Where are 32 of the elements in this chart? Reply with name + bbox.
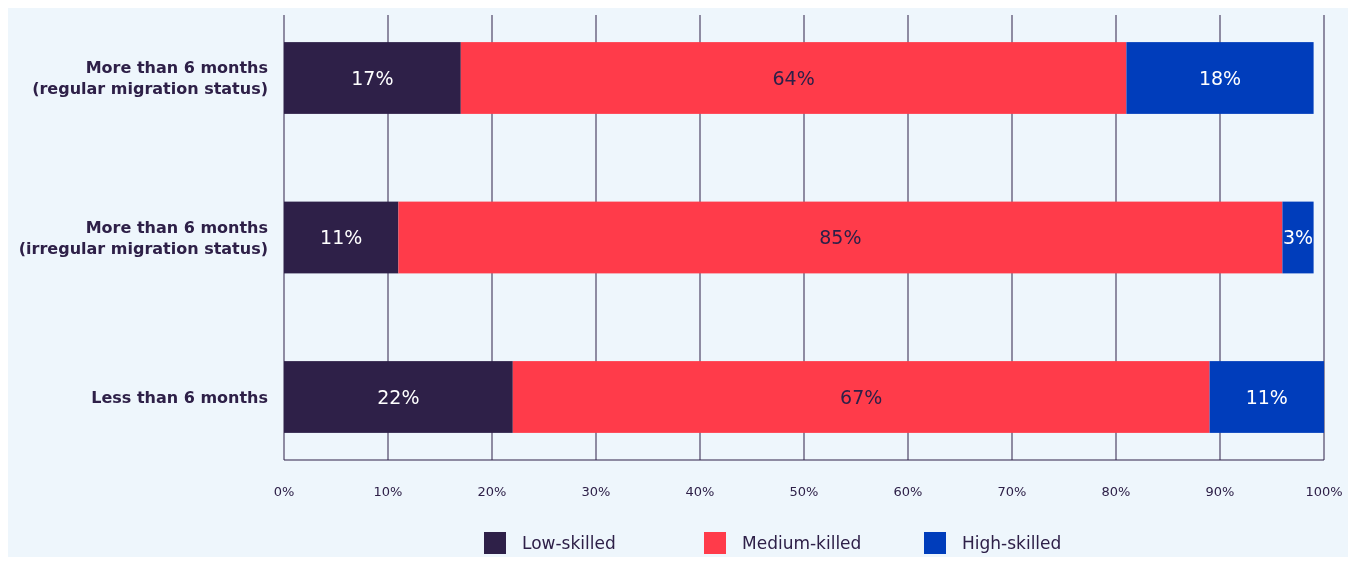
data-label: 85%	[819, 226, 862, 249]
bar	[1126, 42, 1314, 114]
x-tick-label: 100%	[1305, 484, 1343, 499]
x-tick-label: 30%	[581, 484, 611, 499]
data-label: 11%	[1245, 385, 1288, 408]
x-tick-label: 60%	[893, 484, 923, 499]
x-tick-label: 50%	[789, 484, 819, 499]
x-tick-label: 70%	[997, 484, 1027, 499]
y-tick-label: Less than 6 months	[91, 387, 268, 407]
data-label: 22%	[377, 385, 420, 408]
x-tick-label: 40%	[685, 484, 715, 499]
y-tick-label: More than 6 months (regular migration status)	[32, 58, 268, 99]
x-tick-label: 0%	[273, 484, 295, 499]
legend-label: Low-skilled	[522, 532, 616, 553]
legend-label: Medium-killed	[742, 532, 862, 553]
data-label: 3%	[1282, 226, 1314, 249]
data-label: 11%	[320, 226, 363, 249]
x-tick-label: 90%	[1205, 484, 1235, 499]
data-label: 67%	[840, 385, 883, 408]
bar	[512, 361, 1210, 433]
y-tick-label: More than 6 months (irregular migration status)	[18, 217, 268, 258]
bar	[1209, 361, 1324, 433]
bar	[1282, 201, 1314, 274]
data-label: 64%	[772, 66, 815, 89]
data-label: 17%	[351, 66, 394, 89]
legend-label: High-skilled	[962, 532, 1062, 553]
data-label: 18%	[1198, 66, 1242, 89]
bar	[460, 42, 1127, 114]
bar	[398, 201, 1283, 274]
x-tick-label: 80%	[1101, 484, 1131, 499]
x-tick-label: 20%	[477, 484, 507, 499]
x-tick-label: 10%	[373, 484, 403, 499]
